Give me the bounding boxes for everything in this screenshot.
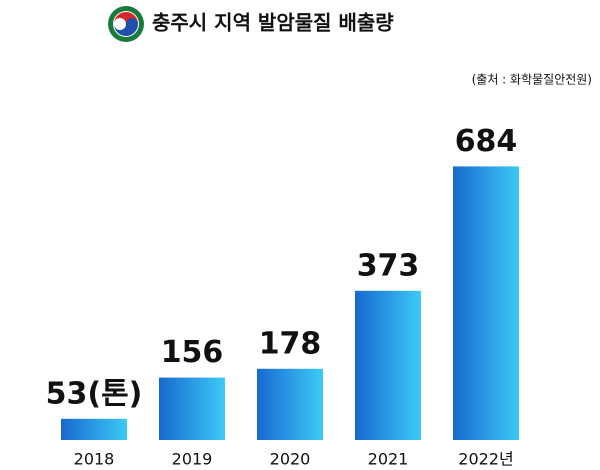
bar [355,290,421,440]
logo [108,6,144,42]
x-tick-label: 2018 [74,450,115,469]
x-tick-label: 2021 [368,450,409,469]
bar [159,377,225,440]
bar [257,368,323,440]
x-tick-label: 2020 [270,450,311,469]
value-label: 156 [161,335,224,370]
value-label: 684 [455,124,518,159]
x-tick-label: 2019 [172,450,213,469]
value-label: 373 [357,248,420,283]
value-label: 178 [259,326,322,361]
chart-title: 충주시 지역 발암물질 배출량 [152,11,394,35]
x-tick-label: 2022년 [458,450,513,469]
source: (출처 : 화학물질안전원) [472,73,592,87]
value-label: 53(톤) [46,376,143,411]
bar [453,166,519,440]
bar [61,418,127,440]
